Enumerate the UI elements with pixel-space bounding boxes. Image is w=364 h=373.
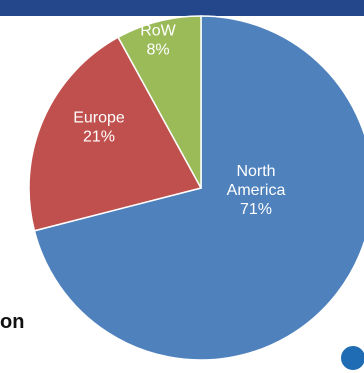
pie-slice (117, 15, 202, 189)
slice-label-line: America (227, 182, 286, 199)
header-band (0, 0, 364, 16)
pie-slice (33, 15, 364, 361)
slice-label-line: 21% (83, 129, 115, 146)
slice-label-line: 71% (240, 201, 272, 218)
pie-labels: North America 71% Europe 21% RoW 8% (73, 23, 285, 219)
slice-label: North America 71% (227, 163, 286, 218)
pie-slices (28, 15, 364, 361)
pie-slice (28, 36, 203, 232)
circle-badge-icon[interactable] (338, 343, 364, 373)
slice-label: Europe 21% (73, 110, 125, 146)
pie-chart: North America 71% Europe 21% RoW 8% (28, 15, 364, 361)
slice-label-line: Europe (73, 110, 125, 127)
caption-text: on (0, 311, 25, 333)
slice-label-line: North (236, 163, 275, 180)
slice-label: RoW 8% (140, 23, 176, 59)
slice-label-line: RoW (140, 23, 176, 40)
slice-label-line: 8% (146, 42, 169, 59)
